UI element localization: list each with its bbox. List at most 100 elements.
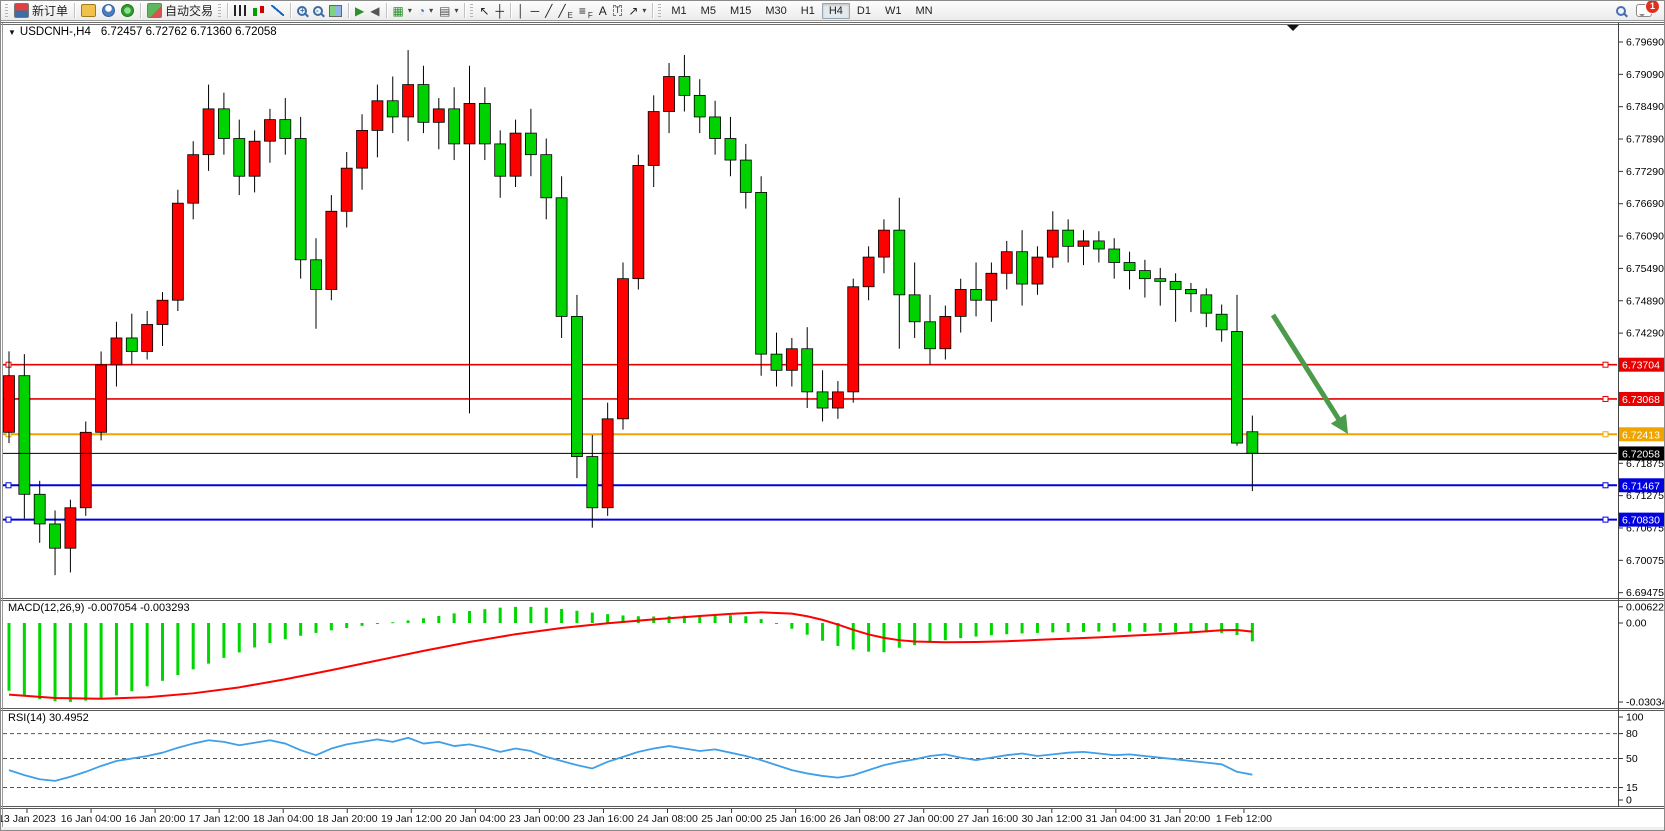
candle-bull [785,348,798,371]
current-price-label [1619,446,1664,461]
notifications-icon[interactable]: 1 [1636,1,1659,17]
timeframe-button-h4[interactable]: H4 [821,2,850,19]
zoom-in-button[interactable]: + [294,2,310,20]
line-handle[interactable] [1602,395,1609,402]
text-button[interactable]: A [596,2,610,20]
signals-button[interactable] [118,2,137,20]
line-handle[interactable] [5,516,12,523]
rsi-axis-label: 100 [1626,712,1644,724]
line-handle[interactable] [1602,516,1609,523]
candle-bull [1046,229,1059,258]
macd-histogram-bar [360,623,364,626]
chart-dropdown-icon[interactable]: ▼ [8,28,16,37]
horizontal-line-icon: ─ [530,3,540,18]
dropdown-caret-icon[interactable]: ▾ [642,6,647,15]
macd-histogram-bar [989,623,993,636]
candle-bull [95,364,107,433]
macd-histogram-bar [483,609,487,623]
timeframe-button-mn[interactable]: MN [915,4,933,17]
arrows-tool-button[interactable]: ↗ ▾ [625,2,649,20]
line-handle[interactable] [1602,482,1609,489]
chart-top-marker[interactable] [1287,25,1299,31]
accounts-button[interactable] [99,2,118,20]
profiles-button[interactable] [78,2,99,20]
toolbar-grip[interactable] [658,3,662,18]
trend-arrow-shaft[interactable] [1270,313,1344,426]
toolbar-grip[interactable] [218,3,222,18]
candle-bear [1185,289,1197,295]
candle-bear [525,132,537,156]
date-axis-label: 16 Jan 20:00 [125,813,186,825]
macd-histogram-bar [913,623,917,646]
equidistant-channel-button[interactable]: ╱ E [558,3,573,20]
macd-histogram-bar [237,623,241,653]
timeframe-button-m1[interactable]: M1 [671,4,687,17]
line-handle[interactable] [1602,431,1609,438]
zoom-out-button[interactable]: - [310,2,326,20]
date-axis-label: 30 Jan 12:00 [1021,813,1082,825]
line-handle[interactable] [1602,361,1609,368]
auto-trading-button[interactable]: 自动交易 [144,2,216,20]
toolbar-grip[interactable] [470,3,474,18]
candle-bull [141,324,154,352]
cursor-button[interactable]: ↖ [476,2,492,20]
search-icon[interactable] [1616,5,1626,16]
macd-histogram-bar [851,623,855,650]
text-label-button[interactable]: T [610,2,626,20]
macd-histogram-bar [68,623,72,702]
text-label-icon: T [612,5,623,16]
macd-histogram-bar [314,623,318,633]
macd-histogram-bar [1158,623,1162,632]
new-order-button[interactable]: 新订单 [11,2,71,20]
price-axis-label: 6.79090 [1626,69,1664,81]
macd-histogram-bar [636,616,640,623]
toolbar-separator [227,3,229,18]
period-selector-button[interactable]: ◔ ▾ [415,2,436,20]
price-axis-label: 6.76090 [1626,231,1664,243]
auto-scroll-button[interactable]: ▶ [352,2,367,20]
trendline-button[interactable]: ╱ [542,2,555,20]
crosshair-button[interactable]: ┼ [493,2,508,20]
timeframe-button-m5[interactable]: M5 [700,4,716,17]
macd-histogram-bar [590,612,594,623]
candle-bear [801,348,814,393]
price-axis-label: 6.74890 [1626,295,1664,307]
trend-arrow-head[interactable] [1330,413,1348,434]
rsi-axis-label: 80 [1626,728,1638,740]
timeframe-button-h1[interactable]: H1 [800,4,815,17]
date-axis-label: 31 Jan 20:00 [1150,813,1211,825]
fibonacci-button[interactable]: ≡ F [578,3,593,20]
macd-histogram-bar [345,623,349,628]
dropdown-caret-icon[interactable]: ▾ [407,6,412,15]
line-handle[interactable] [5,482,12,489]
price-axis-label: 6.70075 [1626,555,1664,567]
candlestick-chart-button[interactable] [249,2,268,20]
toolbar-separator [510,3,512,18]
bar-chart-button[interactable] [231,2,249,20]
macd-histogram-bar [621,615,625,623]
chart-template-button[interactable]: ▤ ▾ [436,2,461,20]
dropdown-caret-icon[interactable]: ▾ [454,6,459,15]
timeframe-button-m30[interactable]: M30 [765,4,787,17]
timeframe-button-d1[interactable]: D1 [856,4,871,17]
rsi-line [8,736,1253,782]
macd-histogram-bar [606,614,610,623]
new-chart-button[interactable]: ▦ ▾ [390,2,415,20]
toolbar-separator [652,3,654,18]
dropdown-caret-icon[interactable]: ▾ [429,6,434,15]
line-chart-button[interactable] [268,2,287,20]
chart-shift-button[interactable]: ◀ [367,2,382,20]
vertical-line-button[interactable]: │ [514,2,528,20]
macd-histogram-bar [283,623,287,640]
horizontal-line-button[interactable]: ─ [528,2,543,20]
toolbar-grip[interactable] [5,3,8,18]
macd-histogram-bar [821,623,825,641]
candle-bear [18,375,31,495]
candlestick-chart-icon [252,4,266,17]
timeframe-button-w1[interactable]: W1 [884,4,902,17]
timeframe-button-m15[interactable]: M15 [729,4,752,17]
fibonacci-icon: ≡ [578,3,586,18]
tile-windows-button[interactable] [326,2,345,20]
